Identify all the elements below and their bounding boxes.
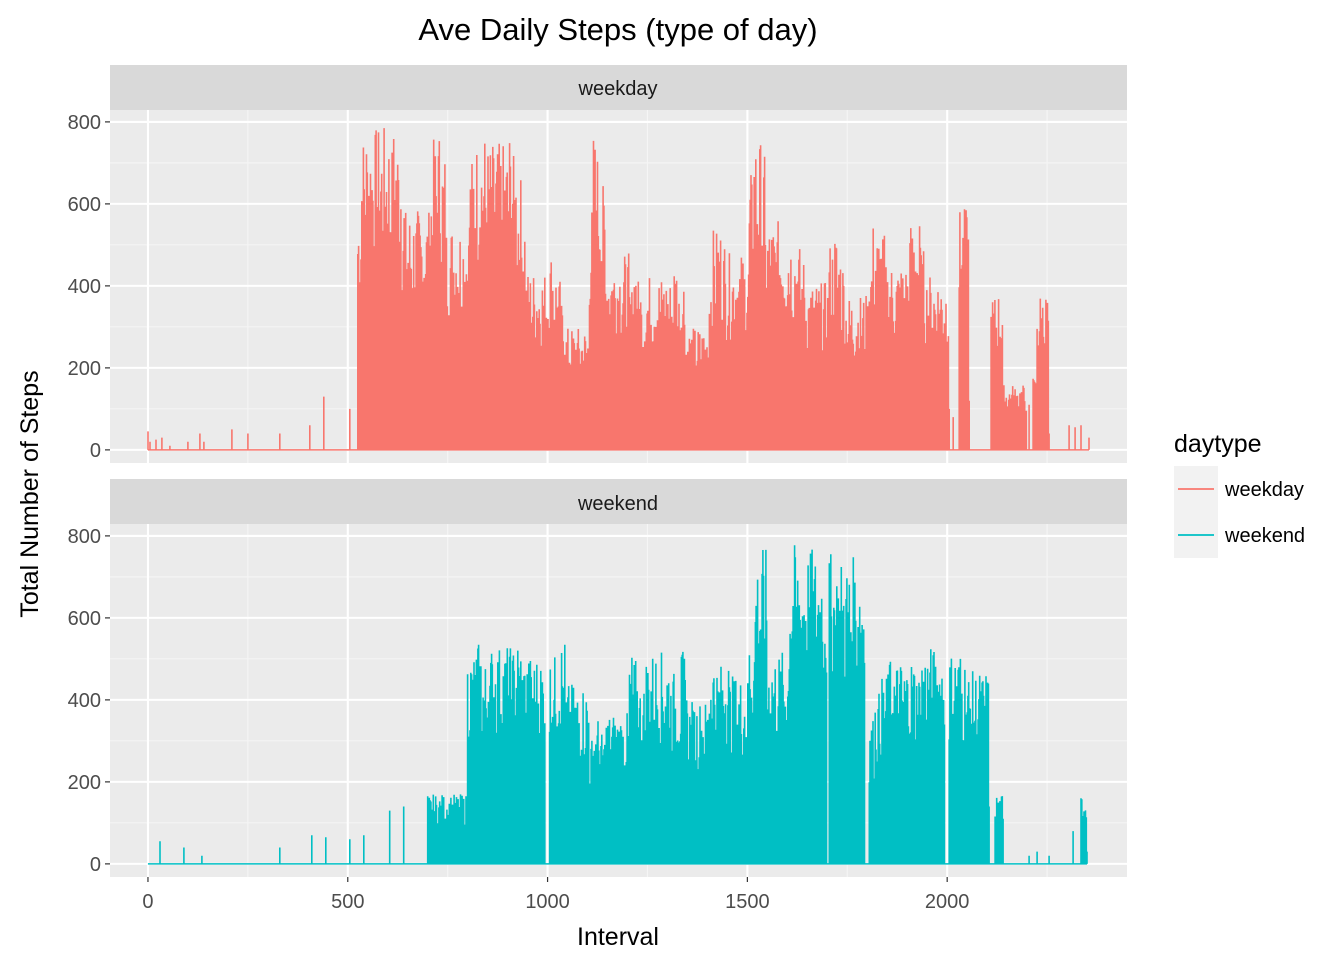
y-tick-label: 600 [68, 608, 101, 630]
x-tick-label: 0 [142, 891, 153, 913]
y-axis-title: Total Number of Steps [16, 370, 44, 617]
x-tick-label: 2000 [925, 891, 970, 913]
legend-title: daytype [1174, 430, 1262, 458]
series-weekday-spikes [147, 128, 1090, 450]
y-tick-label: 800 [68, 112, 101, 134]
chart-title: Ave Daily Steps (type of day) [418, 12, 817, 47]
y-tick-label: 400 [68, 276, 101, 298]
y-tick-label: 400 [68, 690, 101, 712]
strip-weekday [110, 65, 1127, 110]
panel-weekday: weekday 0 200 400 600 800 [68, 65, 1127, 463]
y-tick-label: 200 [68, 772, 101, 794]
series-weekday [147, 128, 1090, 451]
x-axis-title: Interval [577, 923, 659, 951]
strip-label-weekend: weekend [577, 493, 658, 515]
strip-label-weekday: weekday [578, 78, 658, 100]
x-axis: 0 500 1000 1500 2000 [142, 877, 969, 913]
y-tick-label: 600 [68, 194, 101, 216]
y-tick-label: 0 [90, 440, 101, 462]
strip-weekend [110, 479, 1127, 524]
y-axis-weekday: 0 200 400 600 800 [68, 112, 110, 462]
y-tick-label: 800 [68, 526, 101, 548]
x-tick-label: 1000 [525, 891, 570, 913]
series-weekend-spikes [159, 545, 1088, 864]
x-tick-label: 500 [331, 891, 364, 913]
legend-label-weekend: weekend [1224, 525, 1305, 547]
panel-weekend: weekend 0 200 400 600 800 [68, 479, 1127, 877]
y-tick-label: 0 [90, 854, 101, 876]
y-axis-weekend: 0 200 400 600 800 [68, 526, 110, 876]
series-weekend [147, 545, 1088, 865]
y-tick-label: 200 [68, 358, 101, 380]
legend: daytype weekday weekend [1174, 430, 1305, 558]
legend-label-weekday: weekday [1224, 479, 1304, 501]
x-tick-label: 1500 [725, 891, 770, 913]
